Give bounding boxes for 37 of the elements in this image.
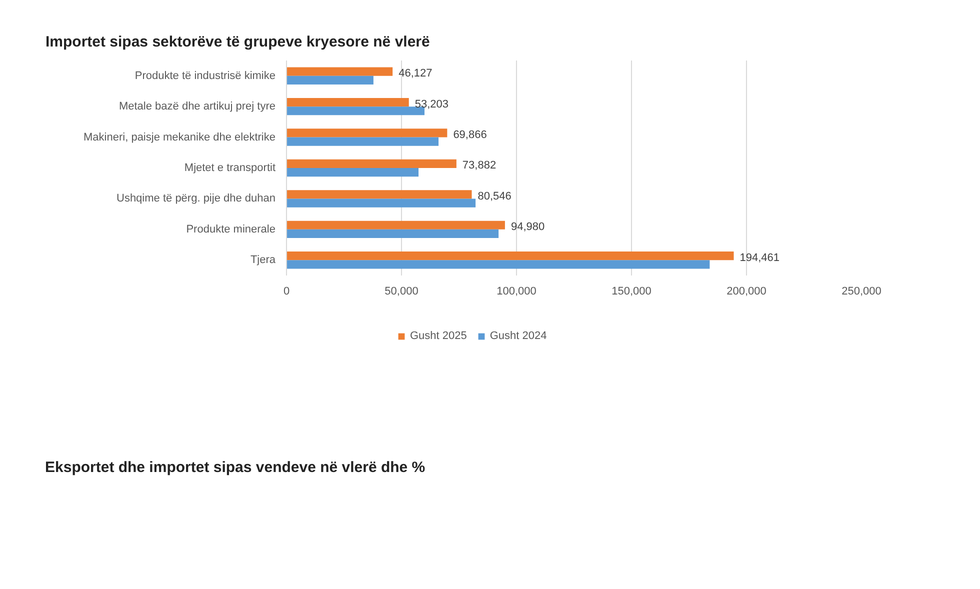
chart-title: Importet sipas sektorëve të grupeve kryesore në vlerë — [46, 34, 430, 50]
bar — [286, 128, 448, 138]
x-tick-label: 150,000 — [612, 286, 652, 298]
y-tick-label: Ushqime të përg. pije dhe duhan — [116, 192, 276, 205]
bar — [286, 67, 393, 76]
y-tick-label: Produkte të industrisë kimike — [134, 70, 276, 82]
data-label: 53,203 — [414, 98, 449, 110]
legend-label: Gusht 2025 — [410, 330, 467, 342]
y-tick-label: Makineri, paisje mekanike dhe elektrike — [84, 131, 276, 144]
bar — [286, 159, 456, 168]
bar — [286, 198, 476, 208]
bar — [286, 252, 734, 260]
bar — [286, 98, 409, 107]
bar — [286, 76, 374, 84]
data-label: 80,546 — [478, 190, 512, 202]
x-tick-label: 0 — [283, 286, 290, 298]
x-tick-label: 50,000 — [384, 286, 418, 298]
bar — [286, 220, 505, 230]
y-tick-label: Metale bazë dhe artikuj prej tyre — [118, 100, 276, 113]
x-tick-label: 100,000 — [496, 286, 536, 298]
legend-label: Gusht 2024 — [490, 330, 547, 342]
bar — [286, 168, 419, 177]
x-tick-label: 250,000 — [842, 286, 882, 298]
data-label: 46,127 — [398, 68, 432, 80]
text: Eksportet dhe importet sipas vendeve në vlerë dhe % — [45, 458, 426, 478]
y-tick-label: Tjera — [250, 254, 276, 266]
data-label: 69,866 — [453, 128, 487, 141]
data-label: 73,882 — [462, 160, 496, 172]
data-label: 194,461 — [740, 252, 780, 264]
bar — [286, 137, 439, 146]
bar — [286, 229, 499, 238]
y-tick-label: Mjetet e transportit — [184, 162, 276, 174]
bar — [286, 260, 710, 269]
bar — [286, 190, 472, 199]
data-label: 94,980 — [510, 221, 545, 234]
y-tick-label: Produkte minerale — [186, 223, 276, 236]
x-tick-label: 200,000 — [726, 286, 766, 298]
